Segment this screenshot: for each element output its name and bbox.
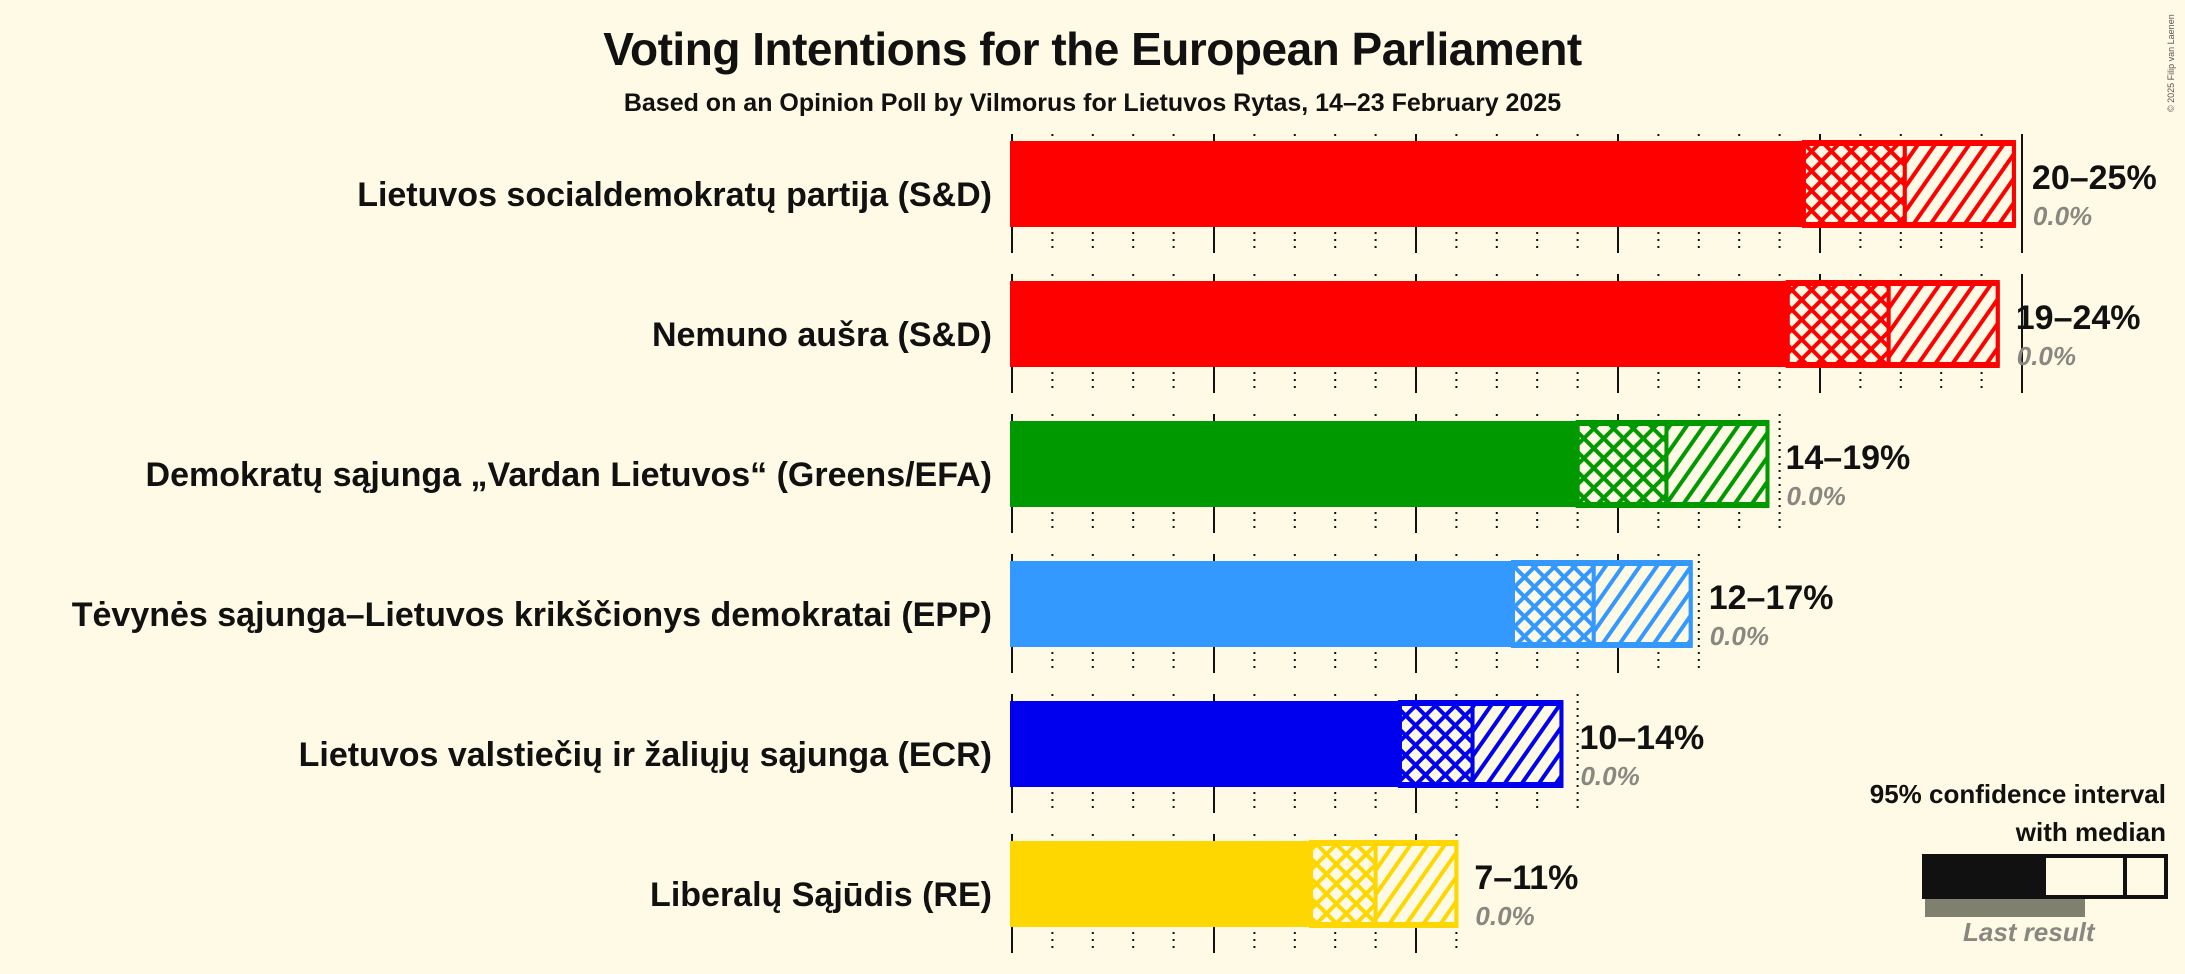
bar-ci-lower-hatch: [1510, 562, 1596, 646]
range-label: 19–24%: [2015, 299, 2141, 337]
bar-group: [1010, 560, 1693, 648]
bars: [1010, 140, 2016, 928]
legend-graphic: [1922, 854, 2168, 917]
last-result-label: 0.0%: [2016, 341, 2077, 371]
party-label: Lietuvos socialdemokratų partija (S&D): [357, 176, 992, 214]
bar-group: [1010, 700, 1564, 788]
bar-group: [1010, 140, 2016, 228]
bar-ci-lower-hatch: [1785, 282, 1891, 366]
legend-title-line2: with median: [2015, 817, 2166, 847]
bar-ci-upper-hatch: [1591, 562, 1693, 646]
bar-ci-upper-hatch: [1902, 142, 2016, 226]
legend-last-result-label: Last result: [1963, 917, 2095, 947]
bar-solid: [1010, 561, 1513, 647]
chart-subtitle: Based on an Opinion Poll by Vilmorus for…: [623, 89, 1562, 117]
party-label: Liberalų Sąjūdis (RE): [650, 876, 992, 914]
last-result-label: 0.0%: [1786, 481, 1846, 511]
bar-ci-upper-hatch: [1886, 282, 2000, 366]
legend-solid-swatch: [1922, 854, 2044, 899]
last-result-label: 0.0%: [2032, 201, 2093, 231]
legend-title: 95% confidence interval with median: [1870, 775, 2166, 851]
range-label: 14–19%: [1785, 439, 1911, 477]
party-label: Lietuvos valstiečių ir žaliųjų sąjunga (…: [298, 736, 992, 774]
last-result-label: 0.0%: [1580, 761, 1640, 791]
last-result-label: 0.0%: [1709, 621, 1769, 651]
bar-ci-upper-hatch: [1373, 842, 1459, 926]
bar-ci-lower-hatch: [1801, 142, 1907, 226]
bar-solid: [1010, 701, 1400, 787]
bar-solid: [1010, 281, 1788, 367]
bar-group: [1010, 280, 2000, 368]
range-label: 12–17%: [1708, 579, 1834, 617]
bar-solid: [1010, 841, 1311, 927]
legend-title-line1: 95% confidence interval: [1869, 779, 2166, 809]
bar-solid: [1010, 141, 1804, 227]
party-label: Demokratų sąjunga „Vardan Lietuvos“ (Gre…: [145, 456, 992, 494]
chart-title: Voting Intentions for the European Parli…: [603, 23, 1582, 75]
bar-group: [1010, 840, 1459, 928]
bar-ci-lower-hatch: [1397, 702, 1475, 786]
bar-solid: [1010, 421, 1578, 507]
range-label: 10–14%: [1579, 719, 1705, 757]
last-result-label: 0.0%: [1475, 901, 1535, 931]
range-label: 20–25%: [2031, 159, 2157, 197]
legend-diag-swatch: [2123, 854, 2168, 899]
bar-group: [1010, 420, 1770, 508]
bar-ci-upper-hatch: [1470, 702, 1564, 786]
legend-cross-swatch: [2042, 854, 2127, 899]
bar-ci-upper-hatch: [1664, 422, 1770, 506]
party-label: Tėvynės sąjunga–Lietuvos krikščionys dem…: [71, 596, 992, 634]
party-label: Nemuno aušra (S&D): [651, 316, 992, 354]
range-label: 7–11%: [1474, 859, 1579, 897]
bar-ci-lower-hatch: [1575, 422, 1669, 506]
legend-last-result-swatch: [1925, 899, 2085, 917]
bar-ci-lower-hatch: [1308, 842, 1378, 926]
